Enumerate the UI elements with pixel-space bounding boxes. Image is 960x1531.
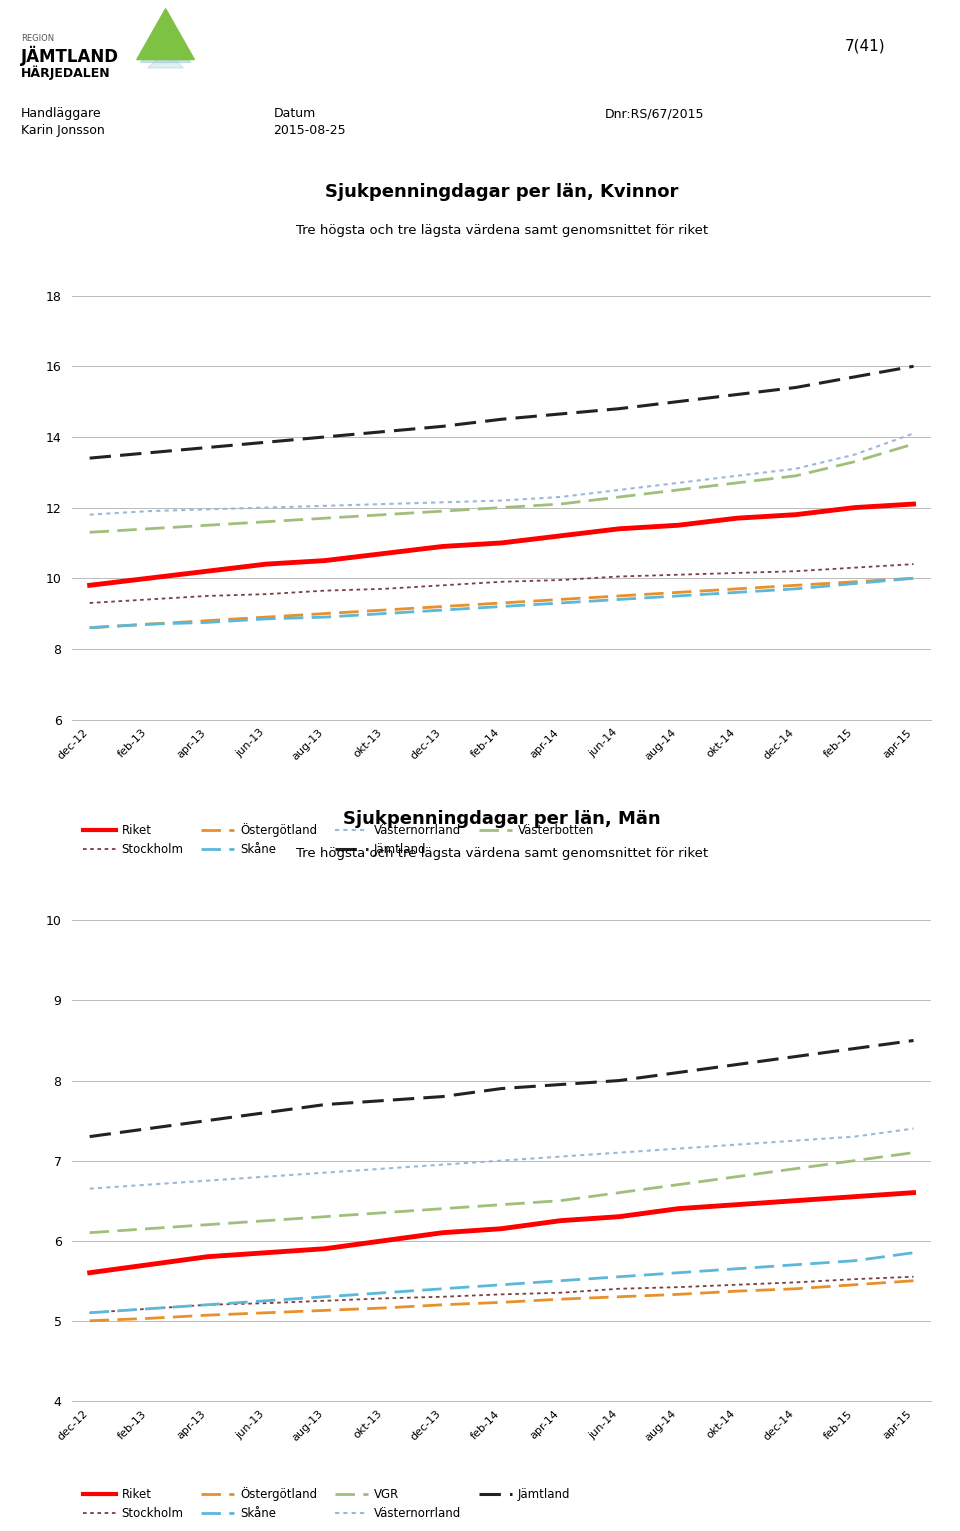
Text: Sjukpenningdagar per län, Kvinnor: Sjukpenningdagar per län, Kvinnor [324,182,679,201]
Text: Handläggare: Handläggare [21,107,102,119]
Legend: Riket, Stockholm, Östergötland, Skåne, Västernorrland, Jämtland, Västerbotten: Riket, Stockholm, Östergötland, Skåne, V… [78,819,599,860]
Text: Tre högsta och tre lägsta värdena samt genomsnittet för riket: Tre högsta och tre lägsta värdena samt g… [296,225,708,237]
Text: 7(41): 7(41) [845,38,885,54]
Polygon shape [137,9,195,60]
Text: Datum: Datum [274,107,316,119]
Polygon shape [140,40,191,63]
Text: Tre högsta och tre lägsta värdena samt genomsnittet för riket: Tre högsta och tre lägsta värdena samt g… [296,847,708,859]
Text: Karin Jonsson: Karin Jonsson [21,124,105,136]
Text: JÄMTLAND: JÄMTLAND [21,46,119,66]
Text: Dnr:RS/67/2015: Dnr:RS/67/2015 [605,107,705,119]
Text: REGION: REGION [21,34,55,43]
Legend: Riket, Stockholm, Östergötland, Skåne, VGR, Västernorrland, Jämtland: Riket, Stockholm, Östergötland, Skåne, V… [78,1484,575,1525]
Text: 2015-08-25: 2015-08-25 [274,124,347,136]
Text: Sjukpenningdagar per län, Män: Sjukpenningdagar per län, Män [343,810,660,828]
Polygon shape [148,51,183,67]
Text: HÄRJEDALEN: HÄRJEDALEN [21,66,110,81]
